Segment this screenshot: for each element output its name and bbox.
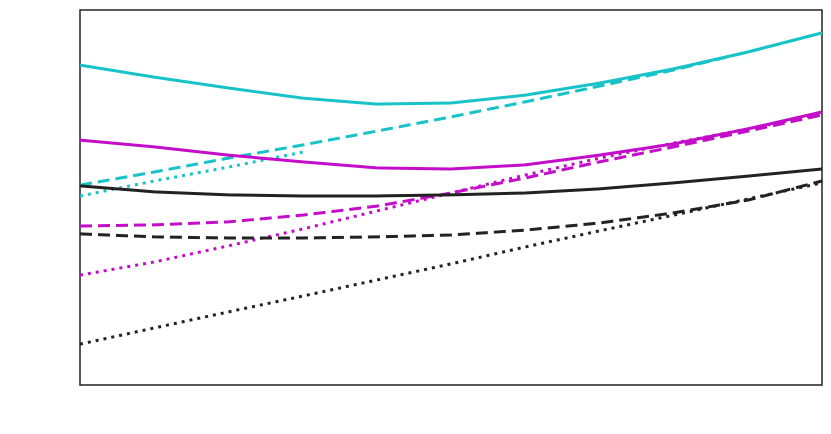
line-series [79,181,823,346]
line-series [79,167,823,198]
plot-frame [79,9,823,386]
line-series [79,179,823,240]
line-series [79,150,303,198]
line-series [79,31,823,106]
line-series [79,31,823,187]
line-series [79,112,823,277]
